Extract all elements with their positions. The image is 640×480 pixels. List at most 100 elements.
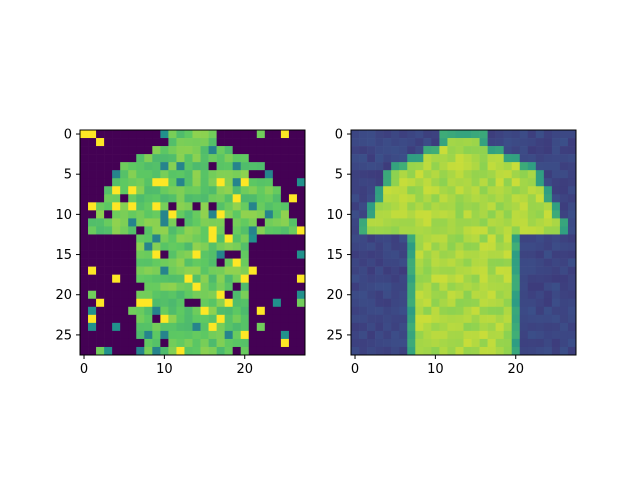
heatmap-cell: [256, 306, 266, 316]
heatmap-cell: [168, 274, 177, 283]
heatmap-cell: [184, 274, 193, 283]
heatmap-cell: [288, 202, 298, 211]
heatmap-cell: [192, 290, 201, 300]
heatmap-cell: [296, 242, 306, 251]
heatmap-cell: [240, 258, 250, 267]
heatmap-cell: [120, 242, 129, 251]
heatmap-cell: [511, 346, 521, 356]
heatmap-cell: [168, 218, 177, 227]
heatmap-cell: [359, 178, 368, 187]
heatmap-cell: [519, 178, 529, 187]
heatmap-cell: [431, 226, 440, 235]
heatmap-cell: [296, 330, 306, 340]
heatmap-cell: [567, 314, 577, 324]
heatmap-cell: [383, 162, 392, 171]
heatmap-cell: [511, 130, 521, 139]
heatmap-cell: [559, 290, 569, 300]
y-tick-label: 0: [64, 128, 72, 143]
heatmap-cell: [232, 274, 242, 283]
heatmap-cell: [543, 218, 553, 227]
heatmap-cell: [495, 250, 504, 259]
heatmap-cell: [192, 170, 201, 179]
heatmap-cell: [216, 154, 225, 163]
heatmap-cell: [256, 210, 266, 219]
heatmap-cell: [367, 194, 376, 203]
heatmap-cell: [383, 314, 392, 324]
heatmap-cell: [232, 330, 242, 340]
heatmap-cell: [511, 178, 521, 187]
heatmap-cell: [96, 282, 105, 292]
heatmap-cell: [208, 274, 217, 283]
heatmap-cell: [216, 266, 225, 275]
heatmap-cell: [511, 314, 521, 324]
heatmap-cell: [383, 338, 392, 348]
heatmap-cell: [152, 330, 161, 340]
heatmap-cell: [391, 314, 400, 324]
heatmap-cell: [104, 242, 113, 251]
heatmap-cell: [383, 154, 392, 163]
heatmap-cell: [415, 194, 424, 203]
heatmap-cell: [495, 202, 504, 211]
heatmap-cell: [455, 242, 464, 251]
heatmap-cell: [439, 146, 448, 155]
heatmap-cell: [120, 226, 129, 235]
heatmap-cell: [375, 266, 384, 275]
heatmap-cell: [375, 130, 384, 139]
heatmap-cell: [383, 170, 392, 179]
heatmap-cell: [184, 258, 193, 267]
heatmap-cell: [208, 338, 217, 348]
heatmap-cell: [240, 194, 250, 203]
heatmap-cell: [248, 202, 258, 211]
heatmap-cell: [567, 258, 577, 267]
heatmap-cell: [527, 226, 537, 235]
heatmap-cell: [136, 210, 145, 219]
heatmap-cell: [535, 154, 545, 163]
heatmap-cell: [543, 202, 553, 211]
heatmap-cell: [479, 234, 488, 243]
heatmap-cell: [240, 282, 250, 292]
heatmap-cell: [128, 290, 137, 300]
heatmap-cell: [208, 290, 217, 300]
heatmap-cell: [535, 242, 545, 251]
heatmap-cell: [487, 178, 496, 187]
heatmap-cell: [551, 218, 561, 227]
heatmap-cell: [208, 314, 217, 324]
heatmap-cell: [224, 226, 233, 235]
heatmap-cell: [511, 226, 521, 235]
heatmap-cell: [224, 330, 233, 340]
heatmap-cell: [144, 226, 153, 235]
heatmap-cell: [399, 306, 408, 316]
heatmap-cell: [240, 202, 250, 211]
heatmap-cell: [439, 202, 448, 211]
heatmap-cell: [88, 306, 97, 316]
heatmap-cell: [256, 298, 266, 308]
heatmap-cell: [112, 322, 121, 332]
heatmap-cell: [200, 186, 209, 195]
heatmap-cell: [168, 346, 177, 356]
heatmap-cell: [80, 226, 89, 235]
heatmap-cell: [351, 258, 360, 267]
heatmap-cell: [160, 322, 169, 332]
heatmap-cell: [296, 178, 306, 187]
heatmap-cell: [152, 170, 161, 179]
heatmap-cell: [256, 338, 266, 348]
heatmap-cell: [120, 154, 129, 163]
heatmap-cell: [208, 234, 217, 243]
heatmap-cell: [487, 258, 496, 267]
heatmap-cell: [543, 298, 553, 308]
heatmap-cell: [128, 250, 137, 259]
heatmap-cell: [240, 250, 250, 259]
heatmap-cell: [519, 154, 529, 163]
heatmap-cell: [543, 314, 553, 324]
heatmap-cell: [272, 298, 282, 308]
heatmap-cell: [455, 290, 464, 300]
heatmap-cell: [200, 266, 209, 275]
heatmap-cell: [248, 234, 258, 243]
heatmap-cell: [463, 226, 472, 235]
heatmap-cell: [272, 194, 282, 203]
heatmap-cell: [471, 298, 480, 308]
heatmap-cell: [439, 290, 448, 300]
heatmap-cell: [112, 258, 121, 267]
heatmap-cell: [535, 234, 545, 243]
heatmap-cell: [120, 306, 129, 316]
